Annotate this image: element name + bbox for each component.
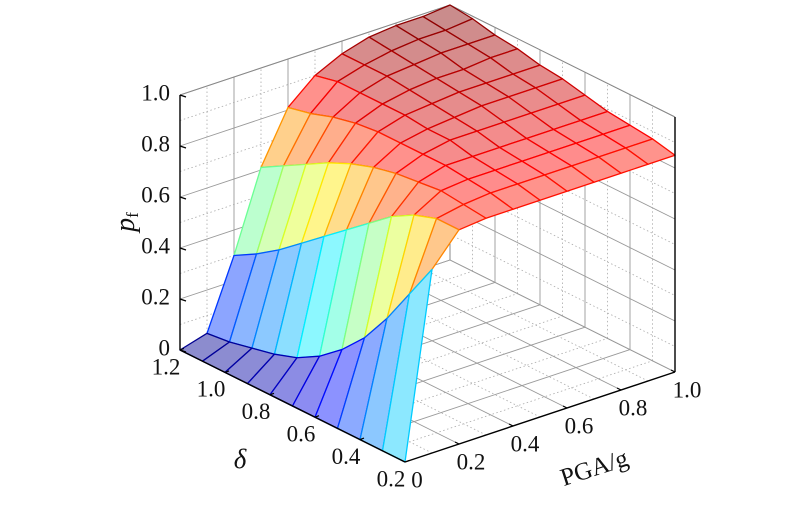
box-edge: [449, 4, 676, 118]
x-tick-label: 0.2: [457, 449, 486, 474]
z-axis-title-main: p: [110, 218, 141, 234]
axis-line: [179, 349, 406, 463]
y-tick-label: 0.6: [287, 421, 316, 446]
x-tick-label: 0: [411, 467, 423, 492]
x-tick-label: 1.0: [673, 377, 702, 402]
x-tick-label: 0.4: [511, 431, 540, 456]
y-tick-label: 1.2: [152, 354, 181, 379]
x-tick-label: 0.6: [565, 413, 594, 438]
minor-grid: [337, 338, 608, 429]
x-tick-label: 0.8: [619, 395, 648, 420]
z-tick-label: 1.0: [141, 80, 170, 105]
z-tick-label: 0.2: [141, 284, 170, 309]
y-axis-title: δ: [234, 444, 247, 474]
minor-grid: [382, 360, 653, 452]
minor-grid: [449, 234, 676, 347]
tick-mark: [179, 94, 187, 98]
minor-grid: [422, 268, 649, 382]
axes: 00.20.40.60.81.00.20.40.60.81.01.200.20.…: [141, 80, 701, 492]
tick-mark: [179, 298, 187, 302]
z-tick-label: 0.8: [141, 131, 170, 156]
minor-grid: [449, 183, 676, 296]
tick-mark: [179, 145, 187, 149]
minor-grid: [247, 293, 518, 384]
surface: [179, 4, 676, 463]
y-tick-label: 1.0: [197, 377, 226, 402]
minor-grid: [449, 81, 676, 194]
minor-grid: [449, 30, 676, 143]
z-tick-label: 0.4: [141, 233, 170, 258]
minor-grid: [449, 132, 676, 245]
grid-line: [449, 208, 676, 322]
minor-grid: [292, 315, 563, 407]
z-axis-title: pf: [110, 212, 141, 234]
grid-line: [449, 259, 676, 373]
tick-mark: [179, 196, 187, 200]
tick-mark: [179, 247, 187, 251]
y-tick-label: 0.8: [242, 399, 271, 424]
z-axis-title-sub: f: [123, 212, 142, 218]
y-tick-label: 0.2: [377, 466, 406, 491]
grid-line: [395, 277, 622, 391]
z-tick-label: 0.6: [141, 182, 170, 207]
z-tick-label: 0: [159, 335, 171, 360]
y-tick-label: 0.4: [332, 444, 361, 469]
axis-line: [404, 371, 676, 463]
x-axis-title: PGA/g: [557, 445, 632, 492]
box-edge: [179, 4, 451, 96]
